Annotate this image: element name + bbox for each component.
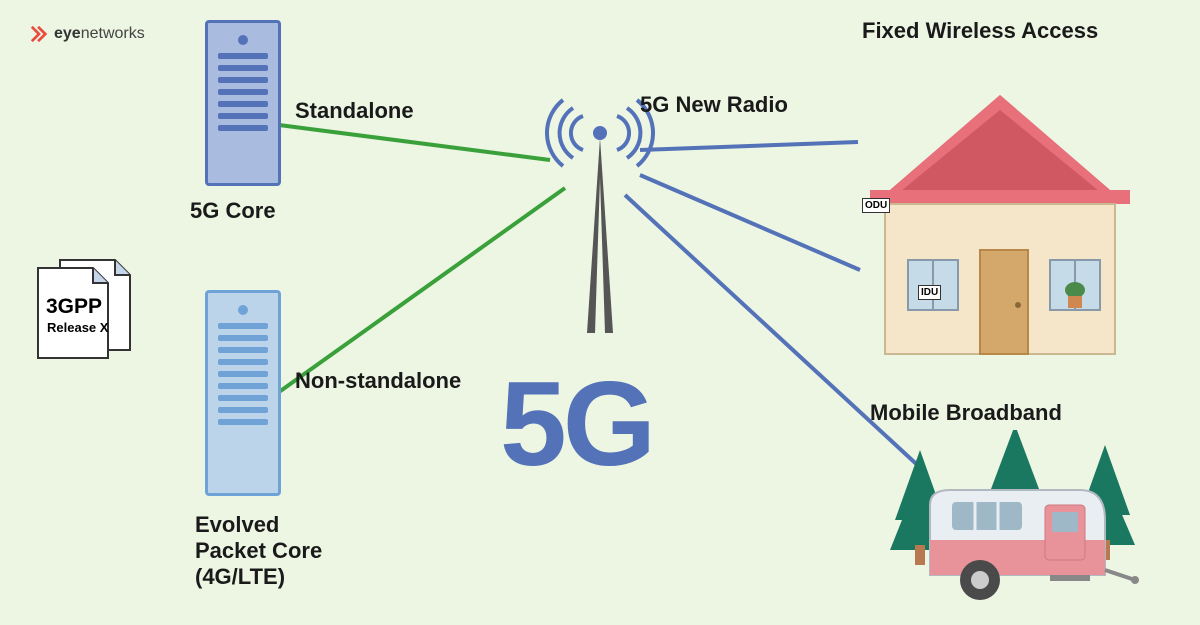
doc-subtitle: Release X xyxy=(47,320,108,335)
idu-label: IDU xyxy=(918,285,941,300)
odu-label: ODU xyxy=(862,198,890,213)
fwa-label: Fixed Wireless Access xyxy=(862,18,1098,44)
core5g-label: 5G Core xyxy=(190,198,276,224)
standalone-label: Standalone xyxy=(295,98,414,124)
antenna-icon xyxy=(545,98,655,343)
doc-title: 3GPP xyxy=(46,295,102,319)
line-standalone xyxy=(279,125,550,160)
center-5g-text: 5G xyxy=(500,355,652,493)
logo-chevron-icon xyxy=(30,25,48,43)
epc-label: Evolved Packet Core (4G/LTE) xyxy=(195,512,322,590)
house-icon: ODU IDU xyxy=(840,50,1160,375)
logo: eyenetworks xyxy=(30,25,145,43)
new-radio-label: 5G New Radio xyxy=(640,92,788,118)
server-5g-core-icon xyxy=(205,20,281,186)
logo-text: eyenetworks xyxy=(54,25,145,43)
nonstandalone-label: Non-standalone xyxy=(295,368,461,394)
line-to-house-bottom xyxy=(640,175,860,270)
server-epc-icon xyxy=(205,290,281,496)
mobile-broadband-label: Mobile Broadband xyxy=(870,400,1062,426)
camper-scene-icon xyxy=(880,430,1160,625)
documents-icon: 3GPP Release X xyxy=(30,250,150,375)
line-to-house-top xyxy=(640,142,858,150)
